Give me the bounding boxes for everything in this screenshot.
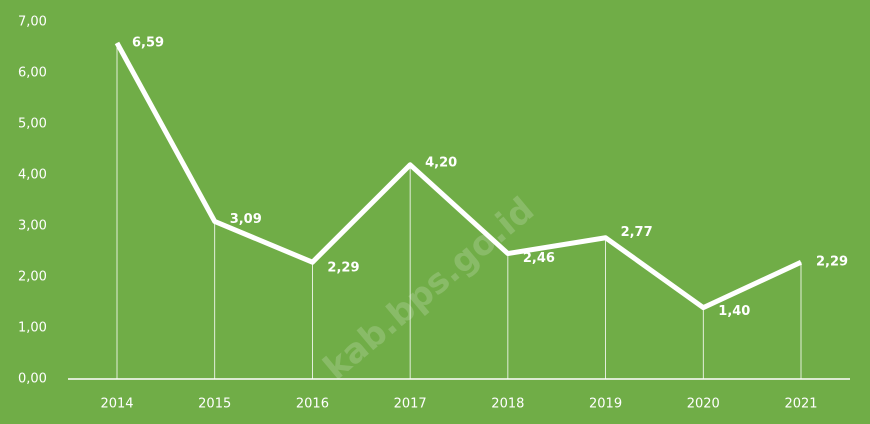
x-tick-label: 2020 xyxy=(687,397,720,412)
x-tick-label: 2018 xyxy=(491,397,524,412)
data-label: 2,77 xyxy=(621,225,653,240)
data-label: 2,29 xyxy=(327,261,359,276)
x-tick-label: 2021 xyxy=(784,397,817,412)
data-label: 3,09 xyxy=(230,212,262,227)
x-tick-label: 2014 xyxy=(100,397,133,412)
data-label: 6,59 xyxy=(132,35,164,50)
y-tick-label: 7,00 xyxy=(18,15,47,30)
x-tick-label: 2016 xyxy=(296,397,329,412)
data-label: 2,46 xyxy=(523,251,555,266)
data-label: 1,40 xyxy=(718,304,750,319)
y-tick-label: 3,00 xyxy=(18,219,47,234)
x-tick-label: 2015 xyxy=(198,397,231,412)
x-tick-label: 2019 xyxy=(589,397,622,412)
y-tick-label: 1,00 xyxy=(18,321,47,336)
y-tick-label: 6,00 xyxy=(18,66,47,81)
x-tick-label: 2017 xyxy=(394,397,427,412)
y-tick-label: 2,00 xyxy=(18,270,47,285)
y-tick-label: 0,00 xyxy=(18,372,47,387)
data-label: 2,29 xyxy=(816,255,848,270)
data-label: 4,20 xyxy=(425,155,457,170)
line-series xyxy=(114,41,803,311)
y-tick-label: 4,00 xyxy=(18,168,47,183)
y-tick-label: 5,00 xyxy=(18,117,47,132)
